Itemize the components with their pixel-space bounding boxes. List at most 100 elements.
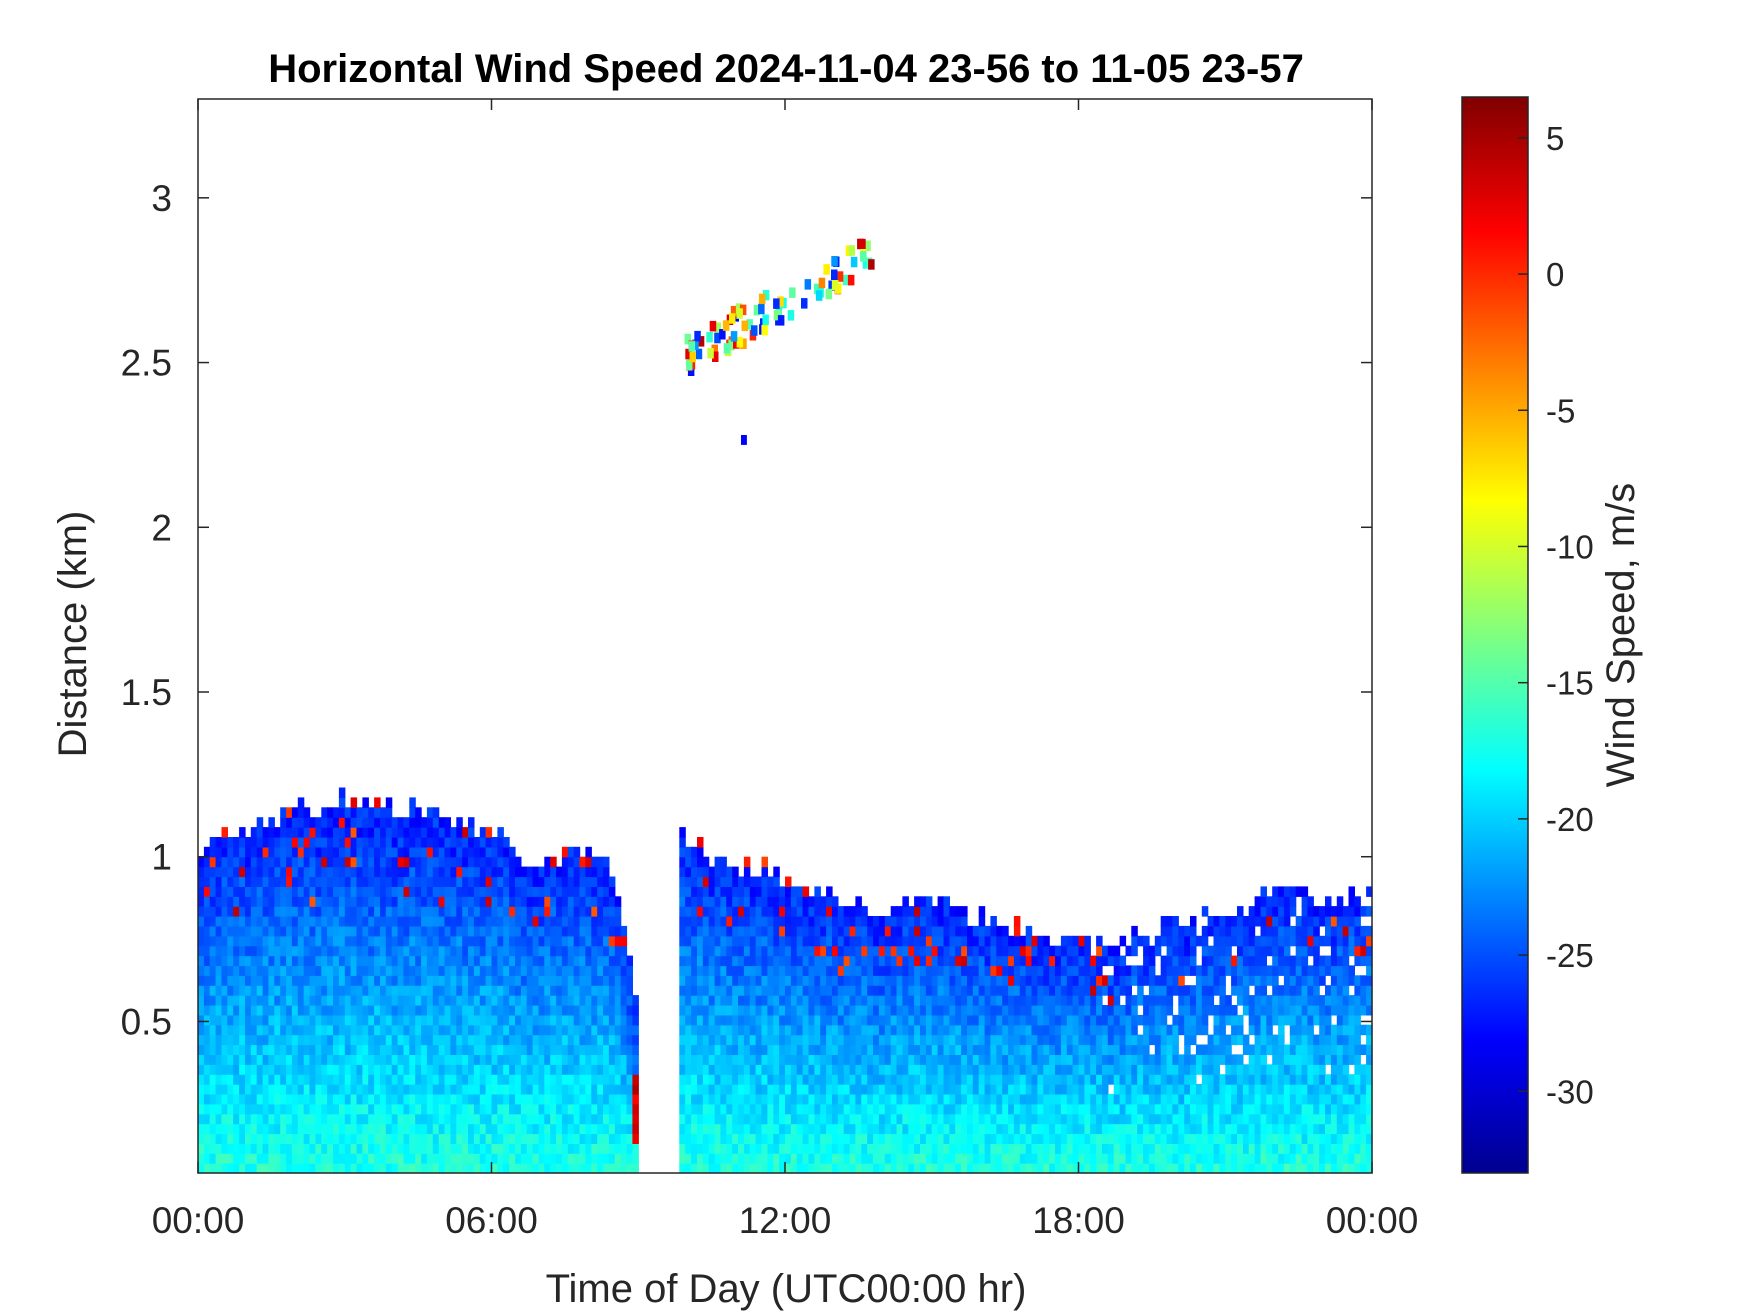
heatmap-cell	[738, 1005, 745, 1016]
heatmap-cell	[585, 876, 592, 887]
heatmap-cell	[967, 1054, 974, 1065]
heatmap-cell	[280, 955, 287, 967]
heatmap-cell	[374, 837, 381, 848]
heatmap-cell	[227, 1153, 234, 1164]
heatmap-cell	[344, 916, 352, 927]
heatmap-cell	[908, 965, 915, 976]
heatmap-cell	[303, 896, 311, 907]
heatmap-cell	[820, 945, 827, 957]
heatmap-cell	[732, 995, 739, 1006]
heatmap-cell	[421, 1093, 428, 1105]
heatmap-cell	[773, 1084, 780, 1095]
heatmap-cell	[990, 925, 997, 937]
heatmap-cell	[1137, 985, 1144, 996]
heatmap-cell	[972, 1034, 980, 1046]
heatmap-cell	[708, 1044, 716, 1055]
heatmap-cell	[949, 1005, 956, 1016]
heatmap-cell	[908, 975, 915, 986]
heatmap-cell	[227, 985, 234, 996]
heatmap-cell	[937, 1123, 945, 1135]
heatmap-cell	[520, 1103, 528, 1115]
heatmap-cell	[468, 1005, 475, 1016]
heatmap-cell	[1190, 1024, 1197, 1036]
heatmap-cell	[561, 955, 569, 967]
heatmap-cell	[1201, 1084, 1209, 1095]
heatmap-cell	[785, 1113, 792, 1125]
heatmap-cell	[1002, 1064, 1009, 1075]
heatmap-cell	[309, 886, 316, 897]
heatmap-cell	[867, 935, 874, 947]
heatmap-cell	[1154, 1093, 1162, 1105]
heatmap-cell	[198, 985, 205, 996]
heatmap-cell	[344, 985, 352, 996]
heatmap-cell	[468, 896, 475, 907]
heatmap-cell	[796, 1024, 804, 1036]
heatmap-cell	[567, 1064, 575, 1075]
heatmap-cell	[1195, 1143, 1203, 1154]
heatmap-cell	[820, 1153, 827, 1164]
heatmap-cell	[802, 1093, 810, 1105]
heatmap-cell	[203, 846, 211, 858]
heatmap-cell	[796, 886, 804, 897]
heatmap-cell	[391, 906, 399, 917]
heatmap-cell	[1166, 1034, 1174, 1046]
heatmap-cell	[620, 975, 628, 986]
heatmap-cell	[280, 945, 287, 957]
heatmap-cell	[808, 1084, 815, 1095]
heatmap-cell	[796, 1123, 804, 1135]
heatmap-cell	[896, 1064, 903, 1075]
heatmap-cell	[409, 866, 416, 878]
heatmap-cell	[1148, 965, 1156, 976]
heatmap-cell	[1096, 1054, 1103, 1065]
heatmap-cell	[309, 1024, 316, 1036]
heatmap-cell	[984, 1143, 992, 1154]
heatmap-cell	[333, 1093, 340, 1105]
heatmap-cell	[1025, 1034, 1033, 1046]
heatmap-cell	[444, 1153, 451, 1164]
heatmap-cell	[356, 837, 363, 848]
heatmap-cell	[1002, 945, 1009, 957]
heatmap-cell	[1148, 1153, 1156, 1164]
heatmap-cell	[914, 1084, 921, 1095]
heatmap-cell	[1137, 1133, 1144, 1144]
heatmap-cell	[585, 1153, 592, 1164]
heatmap-cell	[849, 1074, 857, 1085]
heatmap-cell	[503, 1044, 510, 1055]
heatmap-cell	[1043, 1084, 1050, 1095]
heatmap-cell	[702, 995, 710, 1006]
heatmap-cell	[861, 935, 868, 947]
heatmap-cell	[585, 886, 592, 897]
heatmap-cell	[561, 1074, 569, 1085]
heatmap-cell	[826, 1005, 833, 1016]
heatmap-cell	[679, 1153, 686, 1164]
heatmap-cell	[421, 856, 428, 868]
heatmap-cell	[256, 1054, 264, 1065]
heatmap-cell	[1096, 1153, 1103, 1164]
heatmap-cell	[362, 817, 369, 828]
heatmap-cell	[221, 1093, 228, 1105]
heatmap-cell	[773, 925, 780, 937]
heatmap-cell	[937, 1074, 945, 1085]
heatmap-cell	[702, 1163, 710, 1174]
heatmap-cell	[902, 1064, 909, 1075]
heatmap-cell	[949, 1143, 956, 1154]
heatmap-cell	[538, 935, 545, 947]
heatmap-cell	[233, 995, 240, 1006]
heatmap-cell	[1072, 1024, 1080, 1036]
heatmap-cell	[450, 1103, 457, 1115]
heatmap-cell	[233, 1034, 240, 1046]
heatmap-cell	[749, 1133, 757, 1144]
heatmap-cell	[714, 925, 722, 937]
heatmap-cell	[380, 886, 387, 897]
heatmap-cell	[291, 876, 299, 887]
heatmap-cell	[755, 1143, 763, 1154]
heatmap-cell	[832, 985, 839, 996]
heatmap-cell	[485, 935, 493, 947]
heatmap-cell	[438, 965, 446, 976]
heatmap-cell	[585, 1084, 592, 1095]
heatmap-cell	[286, 1123, 293, 1135]
heatmap-cell	[1049, 1054, 1056, 1065]
heatmap-cell	[785, 916, 792, 927]
heatmap-cell	[403, 945, 410, 957]
heatmap-cell	[1160, 995, 1168, 1006]
